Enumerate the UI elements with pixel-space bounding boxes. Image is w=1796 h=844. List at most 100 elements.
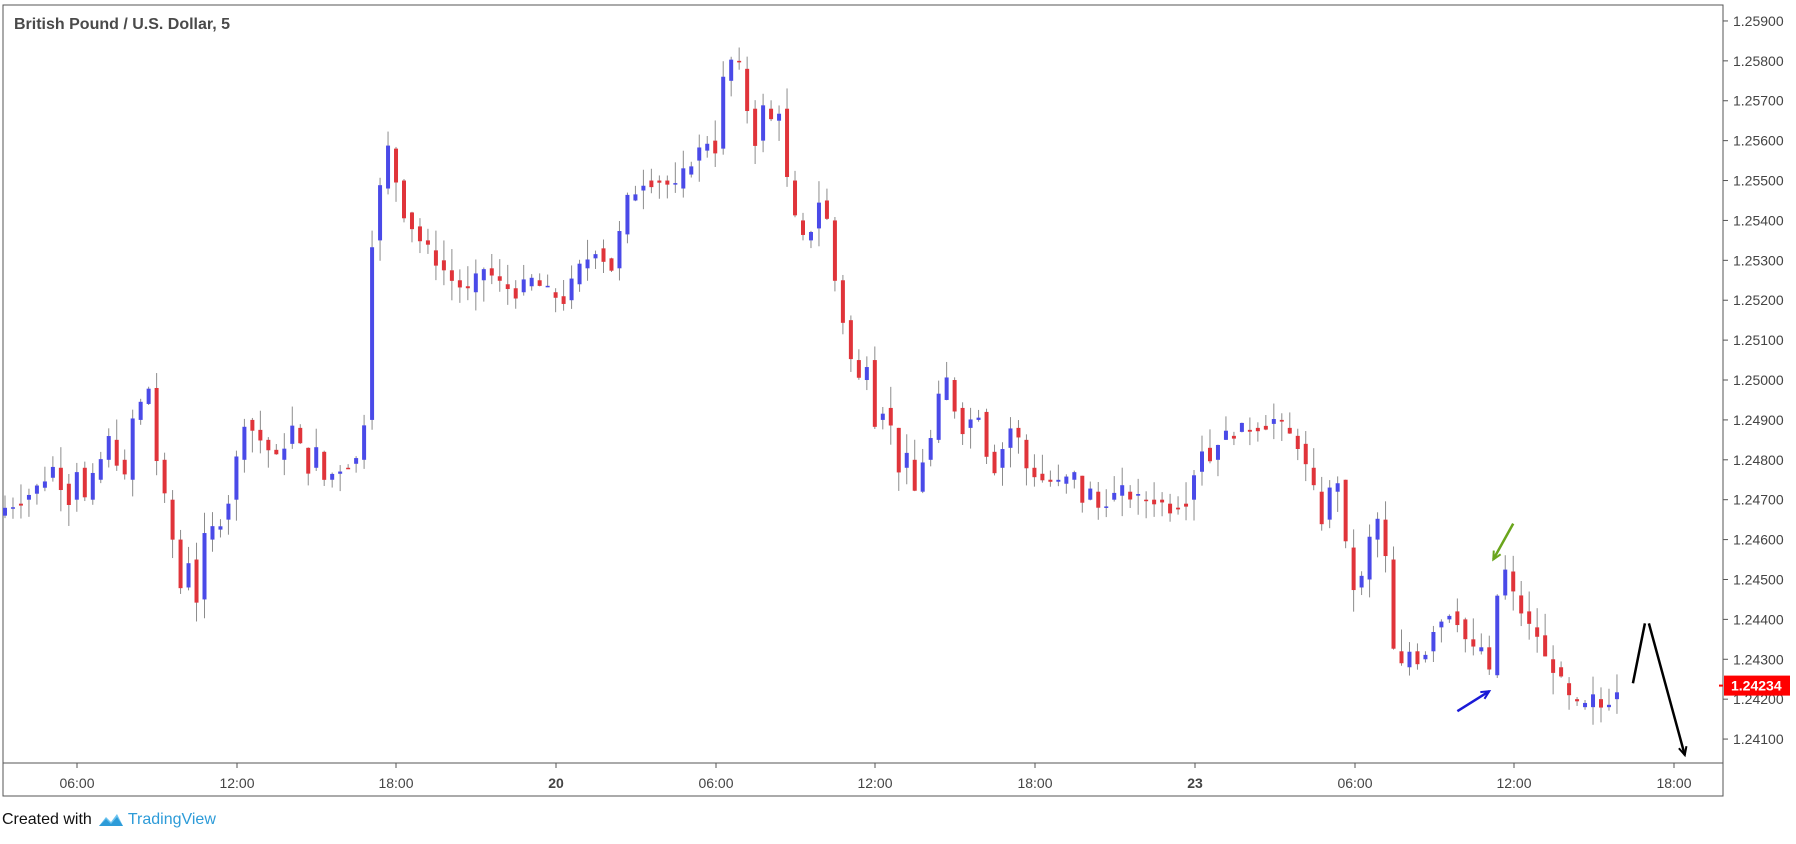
candle-body <box>489 268 494 276</box>
candle-body <box>1575 699 1580 702</box>
candle-body <box>569 278 574 301</box>
candle-body <box>1279 419 1284 422</box>
candle-body <box>840 280 845 323</box>
candle-body <box>721 76 726 149</box>
tradingview-brand-link[interactable]: TradingView <box>127 811 216 828</box>
candle-body <box>82 467 87 498</box>
candle-body <box>10 507 15 509</box>
candle-body <box>26 494 31 500</box>
candle-body <box>1327 487 1332 520</box>
candle-body <box>1136 494 1141 496</box>
annotations <box>1456 523 1688 758</box>
candle-body <box>745 68 750 112</box>
candle-body <box>1255 427 1260 432</box>
created-with-label: Created with <box>2 811 92 828</box>
y-tick-label: 1.25000 <box>1733 372 1784 388</box>
candle-body <box>106 436 111 460</box>
candle-body <box>1080 475 1085 503</box>
candle-body <box>394 148 399 183</box>
candle-body <box>441 260 446 271</box>
candle-body <box>561 296 566 304</box>
x-tick-label: 06:00 <box>698 775 733 791</box>
candle-body <box>1367 536 1372 580</box>
candle-body <box>1375 518 1380 540</box>
candle-body <box>298 427 303 444</box>
candle-body <box>1335 483 1340 492</box>
candle-body <box>521 279 526 293</box>
candle-body <box>1527 611 1532 624</box>
candle-body <box>186 563 191 588</box>
x-tick-label: 18:00 <box>1017 775 1052 791</box>
candle-body <box>433 250 438 266</box>
candle-body <box>832 220 837 281</box>
candle-body <box>370 247 375 420</box>
candle-body <box>322 451 327 480</box>
candle-body <box>1200 451 1204 472</box>
candle-body <box>1128 491 1133 500</box>
y-tick-label: 1.24100 <box>1733 731 1784 747</box>
y-tick-label: 1.24900 <box>1733 412 1784 428</box>
candle-body <box>816 202 821 229</box>
candle-body <box>1543 635 1548 657</box>
last-price-tag: 1.24234 <box>1719 675 1790 696</box>
y-tick-label: 1.25100 <box>1733 332 1784 348</box>
candle-body <box>633 194 638 201</box>
candle-body <box>529 277 534 287</box>
candle-body <box>888 407 893 426</box>
x-tick-label: 12:00 <box>857 775 892 791</box>
plot-border <box>2 4 1724 797</box>
candle-body <box>306 447 311 474</box>
candle-body <box>689 166 694 175</box>
candle-body <box>737 60 742 63</box>
candle-body <box>98 459 103 480</box>
candle-body <box>1399 651 1404 664</box>
y-tick-label: 1.25800 <box>1733 53 1784 69</box>
candle-body <box>1503 569 1508 596</box>
candle-body <box>90 472 95 500</box>
footer[interactable]: Created with TradingView <box>2 811 216 829</box>
y-tick-label: 1.25500 <box>1733 173 1784 189</box>
candle-body <box>130 418 135 480</box>
candle-body <box>1407 651 1412 668</box>
candle-body <box>330 473 335 480</box>
candle-body <box>785 108 790 177</box>
candle-body <box>481 269 486 281</box>
candle-body <box>872 360 877 427</box>
x-tick-label: 12:00 <box>219 775 254 791</box>
candle-body <box>777 113 782 121</box>
candle-body <box>1192 475 1197 500</box>
candle-body <box>234 456 239 500</box>
candle-body <box>968 419 973 428</box>
candle-body <box>1160 499 1165 503</box>
candle-body <box>1463 619 1468 640</box>
candle-body <box>1000 449 1005 468</box>
candle-body <box>553 292 558 298</box>
candle-body <box>1048 479 1053 482</box>
candle-body <box>274 449 279 455</box>
candle-body <box>194 559 199 603</box>
x-tick-label: 23 <box>1187 775 1203 791</box>
candle-body <box>1144 499 1149 502</box>
candle-body <box>729 59 734 81</box>
candle-body <box>3 507 7 516</box>
candle-body <box>984 411 989 457</box>
candle-body <box>1088 488 1093 500</box>
candle-body <box>138 401 143 420</box>
candle-body <box>593 254 598 259</box>
y-tick-label: 1.25400 <box>1733 212 1784 228</box>
candle-body <box>864 367 869 381</box>
candle-body <box>66 483 71 505</box>
candle-body <box>625 194 630 235</box>
candle-body <box>705 143 710 151</box>
candle-body <box>896 427 901 473</box>
candle-body <box>681 168 686 189</box>
candle-body <box>904 452 909 468</box>
candle-body <box>409 212 414 230</box>
candle-body <box>50 466 55 478</box>
candle-body <box>1311 467 1316 486</box>
candle-body <box>218 526 223 530</box>
candle-body <box>362 425 367 460</box>
candle-body <box>1040 473 1045 481</box>
